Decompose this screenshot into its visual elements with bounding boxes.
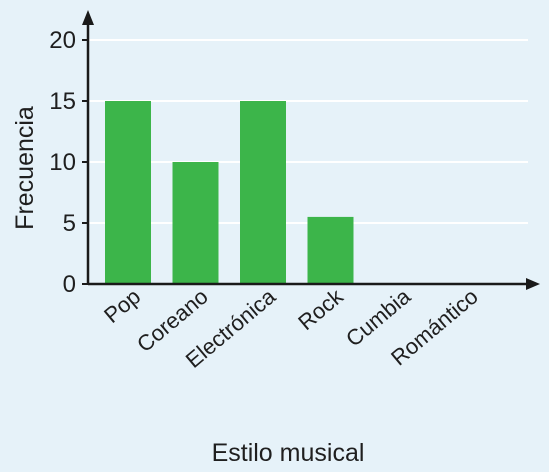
bars [105, 101, 354, 284]
y-tick-label: 5 [63, 210, 76, 237]
y-axis-arrow [82, 10, 94, 25]
y-tick-label: 15 [49, 88, 76, 115]
y-tick-label: 10 [49, 149, 76, 176]
y-tick-label: 20 [49, 27, 76, 54]
x-axis-arrow [526, 278, 540, 290]
bar-rock [307, 216, 354, 284]
x-tick-label: Rock [293, 283, 348, 335]
y-tick-label: 0 [63, 271, 76, 298]
bar-pop [105, 101, 151, 284]
x-axis-title: Estilo musical [212, 439, 365, 467]
bar-coreano [172, 162, 219, 284]
grid-lines [88, 39, 528, 224]
x-tick-label: Pop [99, 284, 145, 328]
y-axis-title: Frecuencia [11, 106, 39, 230]
y-tick-labels: 0 5 10 15 20 [49, 27, 88, 298]
axes [82, 10, 540, 290]
bar-electrónica [240, 101, 286, 284]
